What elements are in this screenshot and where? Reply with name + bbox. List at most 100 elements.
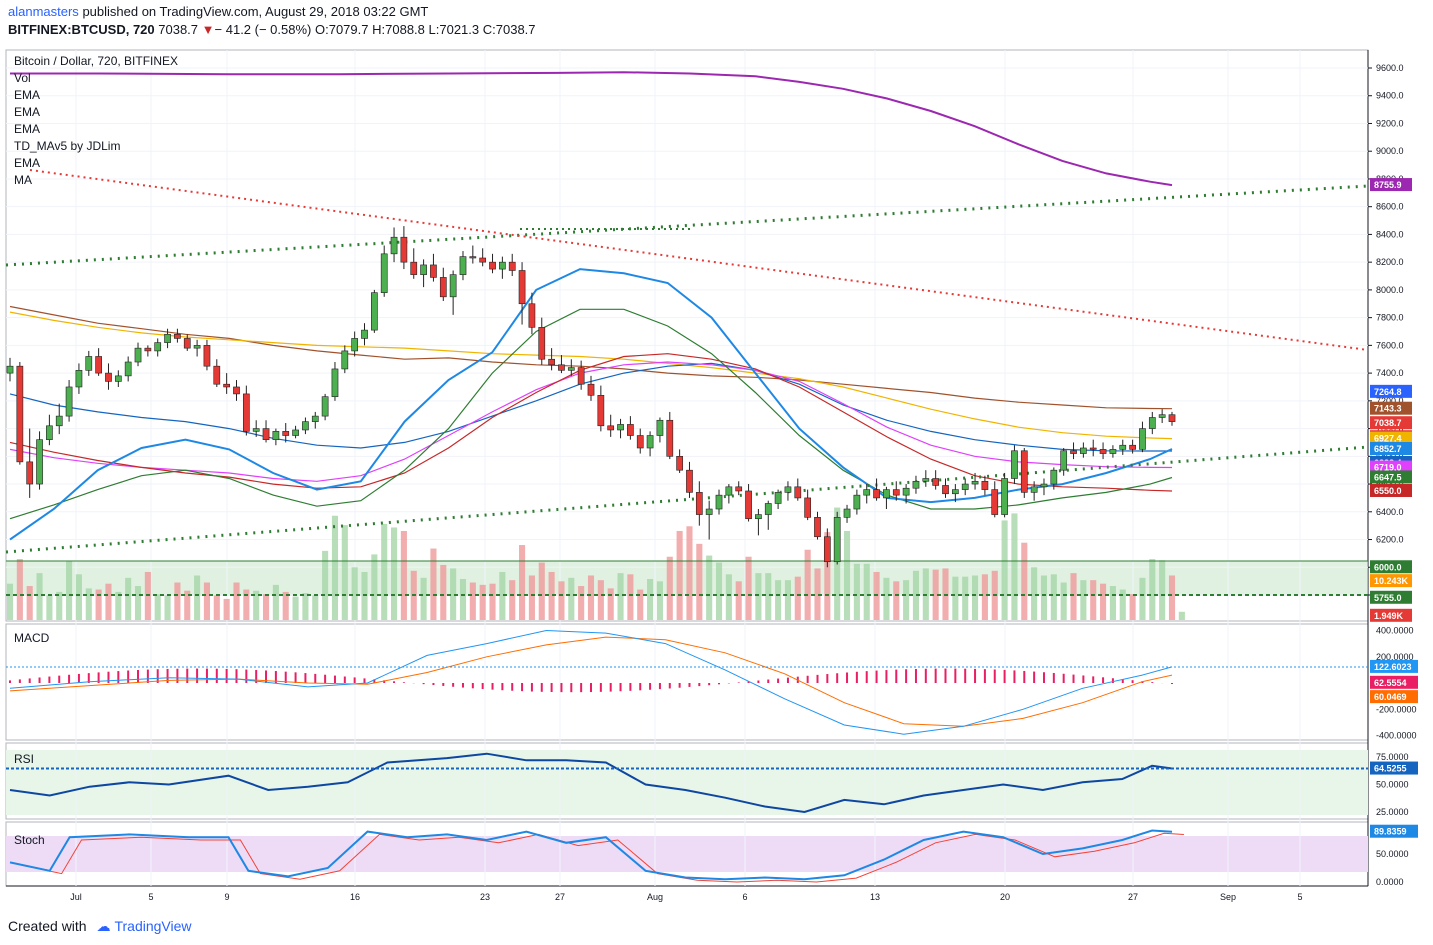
volume-bar (184, 590, 191, 620)
candle-up (331, 368, 339, 397)
price-badge (1370, 401, 1412, 415)
price-badge-label: 6550.0 (1374, 486, 1402, 496)
tradingview-logo-icon[interactable]: ☁ (96, 918, 111, 934)
candle-down (538, 327, 546, 360)
candle-down (223, 383, 230, 388)
footer: Created with ☁ TradingView (8, 918, 192, 935)
volume-bar (863, 563, 870, 620)
volume-bar (519, 545, 526, 620)
candle-up (193, 345, 201, 349)
candle-up (784, 486, 792, 493)
pane-badge-label: 62.5554 (1374, 678, 1407, 688)
candle-up (1139, 428, 1146, 450)
candle-up (449, 274, 457, 298)
volume-bar (46, 595, 53, 620)
candle-down (16, 365, 24, 463)
price-badge-label: 7143.3 (1374, 404, 1402, 414)
volume-bar (292, 596, 299, 620)
candle-up (922, 478, 930, 482)
candle-up (1060, 450, 1068, 471)
candle-up (85, 356, 93, 371)
candle-down (804, 497, 811, 518)
volume-bar (1090, 580, 1097, 620)
price-badge (1370, 442, 1412, 456)
price-badge (1370, 178, 1412, 192)
candle-up (6, 365, 14, 374)
price-tick-label: 7800.0 (1376, 313, 1404, 323)
price-badge (1370, 608, 1412, 622)
candle-down (508, 261, 516, 271)
candle-down (174, 333, 181, 339)
volume-bar (981, 574, 988, 620)
volume-bar (243, 589, 250, 620)
candle-down (558, 364, 565, 371)
candle-down (1089, 447, 1097, 450)
volume-bar (1070, 573, 1077, 620)
candle-up (705, 508, 713, 515)
macd-tick-label: -400.0000 (1376, 731, 1417, 741)
candle-down (262, 428, 270, 440)
price-badge (1370, 590, 1412, 604)
volume-bar (381, 523, 388, 620)
time-tick-label: 23 (480, 892, 490, 902)
candle-down (587, 383, 595, 396)
stoch-tick-label: 50.0000 (1376, 849, 1409, 859)
price-badge-label: 10.243K (1374, 576, 1409, 586)
volume-bar (302, 593, 309, 620)
volume-bar (223, 598, 230, 620)
volume-bar (351, 567, 358, 620)
stoch-band (6, 836, 1368, 872)
legend-item: TD_MAv5 by JDLim (14, 139, 120, 153)
volume-bar (853, 563, 860, 620)
price-tick-label: 8000.0 (1376, 285, 1404, 295)
candle-down (1168, 414, 1176, 422)
pane-badge-label: 60.0469 (1374, 692, 1407, 702)
candle-up (351, 338, 359, 352)
candle-down (528, 303, 536, 328)
legend-item: EMA (14, 122, 40, 136)
volume-bars (6, 507, 1185, 620)
candle-down (183, 338, 191, 349)
time-axis-ticks: Jul 5 9 16 23 27 Aug 6 13 20 27 Sep 5 (70, 892, 1302, 902)
volume-bar (1031, 567, 1038, 620)
candle-up (55, 415, 63, 427)
candle-down (932, 478, 940, 486)
volume-bar (548, 571, 555, 620)
volume-bar (775, 580, 782, 620)
volume-bar (558, 581, 565, 620)
macd-pane[interactable] (5, 623, 1369, 741)
price-tick-label: 9400.0 (1376, 91, 1404, 101)
volume-bar (637, 589, 644, 620)
price-tick-label: 6200.0 (1376, 535, 1404, 545)
volume-bar (1159, 560, 1166, 620)
candle-up (853, 494, 861, 510)
tradingview-brand[interactable]: TradingView (114, 918, 192, 934)
pane-badge (1370, 659, 1418, 673)
volume-bar (509, 580, 516, 620)
publisher-link[interactable]: alanmasters (8, 4, 79, 19)
price-badge (1370, 416, 1412, 430)
down-triangle-icon: ▼ (201, 22, 215, 37)
time-tick-label: 27 (1128, 892, 1138, 902)
price-tick-label: 8200.0 (1376, 257, 1404, 267)
candle-down (794, 486, 802, 499)
volume-bar (794, 576, 801, 620)
candle-up (1001, 478, 1008, 515)
candle-up (380, 253, 388, 293)
candle-down (95, 356, 102, 374)
candle-down (981, 480, 989, 490)
volume-bar (1119, 589, 1126, 620)
price-badge (1370, 470, 1412, 484)
rsi-band (6, 750, 1368, 815)
time-tick-label: 16 (350, 892, 360, 902)
volume-bar (489, 583, 496, 620)
macd-tick-label: 200.0000 (1376, 652, 1414, 662)
candle-up (883, 489, 890, 499)
candles[interactable] (6, 226, 1176, 568)
volume-bar (1149, 559, 1156, 620)
volume-bar (440, 564, 447, 620)
candle-up (252, 428, 260, 432)
volume-bar (66, 561, 73, 620)
candle-down (242, 393, 250, 432)
